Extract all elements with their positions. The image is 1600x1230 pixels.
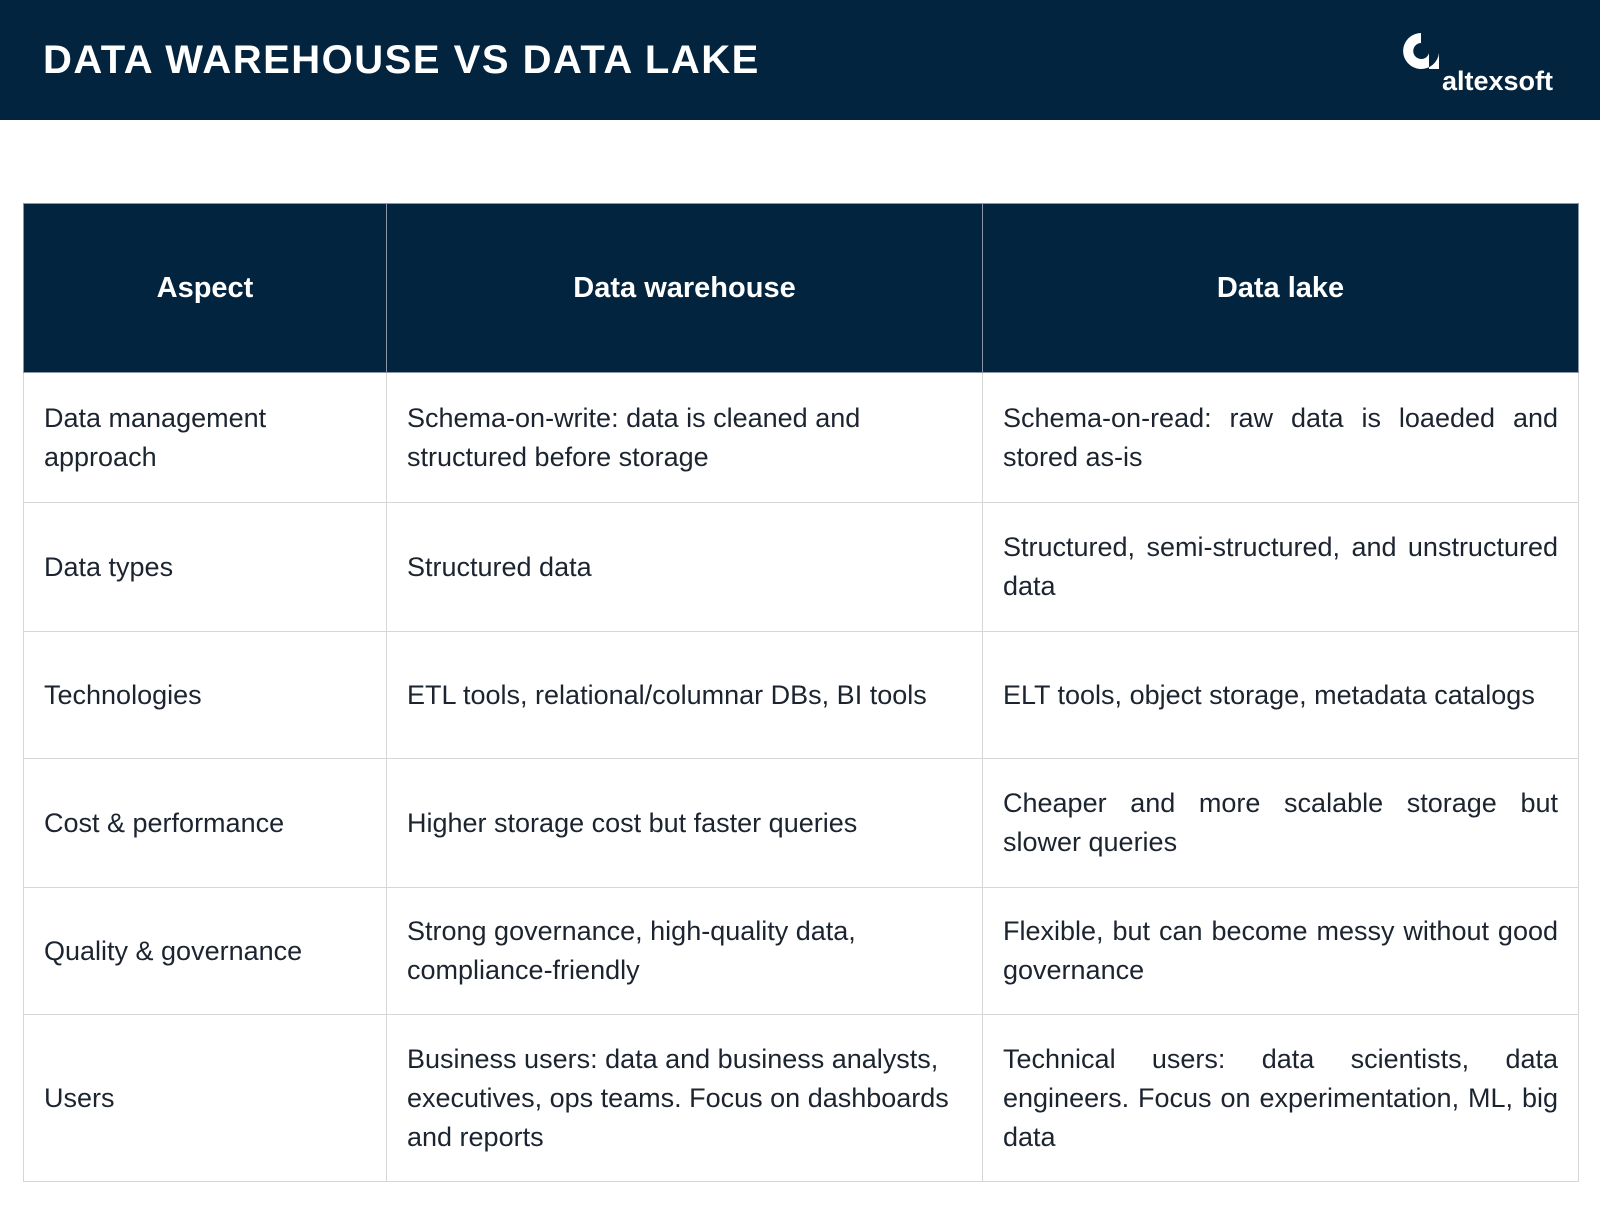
column-header: Aspect: [23, 203, 387, 373]
table-cell: Cheaper and more scalable storage but sl…: [982, 758, 1579, 888]
table-row: Cost & performance Higher storage cost bu…: [23, 758, 1579, 888]
table-row: Quality & governance Strong governance, h…: [23, 887, 1579, 1015]
table-cell: Higher storage cost but faster queries: [386, 758, 983, 888]
table-cell: ETL tools, relational/columnar DBs, BI t…: [386, 631, 983, 759]
header-bar: DATA WAREHOUSE VS DATA LAKE altexsoft: [0, 0, 1600, 120]
table-cell: Strong governance, high-quality data, co…: [386, 887, 983, 1015]
table-cell: Data management approach: [23, 372, 387, 503]
table-cell: Technical users: data scientists, data e…: [982, 1014, 1579, 1182]
logo-text: altexsoft: [1442, 66, 1554, 96]
table-cell: Business users: data and business analys…: [386, 1014, 983, 1182]
logo-icon: [1403, 33, 1439, 69]
table-row: Data management approach Schema-on-write:…: [23, 372, 1579, 503]
header-title: DATA WAREHOUSE VS DATA LAKE: [43, 38, 760, 82]
column-header: Data lake: [982, 203, 1579, 373]
table-cell: Structured, semi-structured, and unstruc…: [982, 502, 1579, 632]
table-cell: Quality & governance: [23, 887, 387, 1015]
table-cell: Cost & performance: [23, 758, 387, 888]
table-cell: Technologies: [23, 631, 387, 759]
header-row: Aspect Data warehouse Data lake: [23, 203, 1579, 373]
table-cell: Data types: [23, 502, 387, 632]
table-cell: Users: [23, 1014, 387, 1182]
comparison-table: Aspect Data warehouse Data lake Data manag…: [23, 203, 1579, 1182]
table-cell: Schema-on-read: raw data is loaeded and …: [982, 372, 1579, 503]
table-body: Data management approach Schema-on-write:…: [23, 372, 1579, 1182]
table-cell: Schema-on-write: data is cleaned and str…: [386, 372, 983, 503]
table-cell: Flexible, but can become messy without g…: [982, 887, 1579, 1015]
table-cell: Structured data: [386, 502, 983, 632]
table-row: Technologies ETL tools, relational/column…: [23, 631, 1579, 759]
table-row: Users Business users: data and business a…: [23, 1014, 1579, 1182]
table-cell: ELT tools, object storage, metadata cata…: [982, 631, 1579, 759]
column-header: Data warehouse: [386, 203, 983, 373]
table-row: Data types Structured data Structured, sem…: [23, 502, 1579, 632]
